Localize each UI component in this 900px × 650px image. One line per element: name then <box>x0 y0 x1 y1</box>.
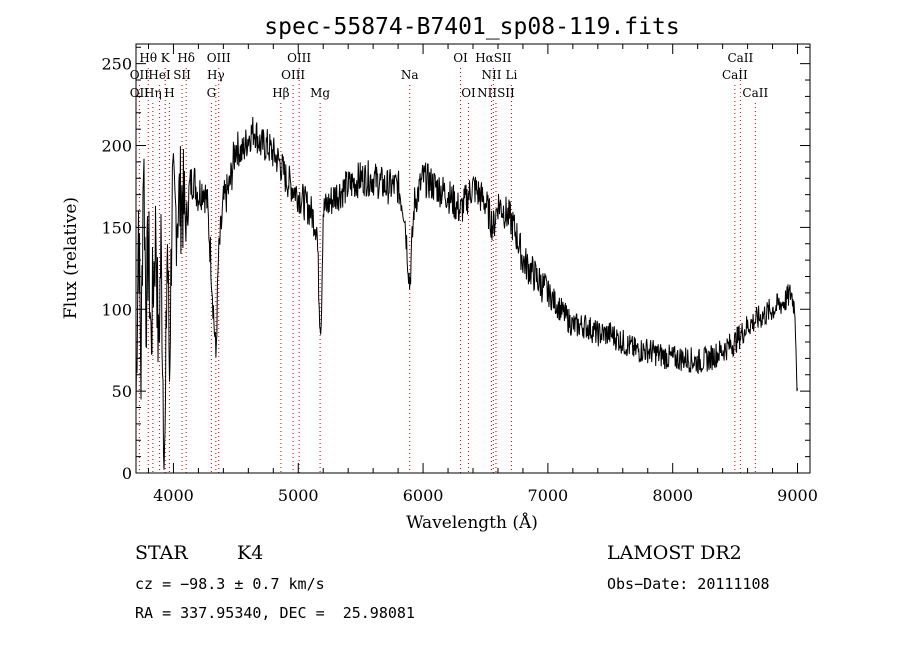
line-label: Na <box>401 68 419 82</box>
object-subclass: K4 <box>237 542 264 564</box>
line-label: Mg <box>310 86 330 100</box>
line-label: G <box>207 86 217 100</box>
y-tick-label: 0 <box>122 464 132 483</box>
line-label: OII <box>130 86 150 100</box>
line-label: OI <box>453 51 468 65</box>
line-label: Hδ <box>177 51 195 65</box>
line-label: NII <box>481 68 501 82</box>
line-label: Hβ <box>272 86 289 100</box>
line-label: CaII <box>742 86 768 100</box>
x-tick-label: 5000 <box>278 486 319 505</box>
line-label: K <box>161 51 171 65</box>
x-tick-label: 6000 <box>403 486 444 505</box>
obs-date: Obs−Date: 20111108 <box>607 575 770 593</box>
line-label: Li <box>506 68 518 82</box>
y-tick-label: 200 <box>101 137 132 156</box>
redshift-text: cz = −98.3 ± 0.7 km/s <box>135 575 325 593</box>
line-label: NIISII <box>477 86 515 100</box>
line-label: H <box>164 86 174 100</box>
line-label: OII <box>130 68 150 82</box>
x-tick-label: 8000 <box>652 486 693 505</box>
y-tick-label: 150 <box>101 218 132 237</box>
x-tick-label: 4000 <box>153 486 194 505</box>
line-label: Hη <box>144 86 162 100</box>
chart-title: spec-55874-B7401_sp08-119.fits <box>264 14 679 40</box>
line-label: OIII <box>281 68 305 82</box>
line-label: HαSII <box>475 51 512 65</box>
coordinates: RA = 337.95340, DEC = 25.98081 <box>135 604 415 622</box>
x-tick-label: 7000 <box>528 486 569 505</box>
line-label: CaII <box>727 51 753 65</box>
y-axis-label: Flux (relative) <box>61 197 81 319</box>
plot-frame <box>135 43 811 474</box>
axis-ticks: 4000 5000 6000 7000 8000 9000 0 50 100 150 200 250 <box>101 44 818 505</box>
y-tick-label: 250 <box>101 55 132 74</box>
spectrum-series-line <box>135 116 798 470</box>
y-tick-label: 100 <box>101 300 132 319</box>
x-axis-label: Wavelength (Å) <box>406 512 538 533</box>
line-label: Hθ <box>139 51 157 65</box>
x-tick-label: 9000 <box>777 486 818 505</box>
line-label: OIII <box>207 51 231 65</box>
line-label: OIII <box>287 51 311 65</box>
y-tick-label: 50 <box>112 382 132 401</box>
object-class: STAR <box>135 542 188 564</box>
line-label: Hγ <box>207 68 225 82</box>
line-label: OI <box>461 86 476 100</box>
line-label: SII <box>173 68 191 82</box>
line-label: CaII <box>722 68 748 82</box>
survey-name: LAMOST DR2 <box>607 542 742 564</box>
line-label: HeI <box>148 68 171 82</box>
